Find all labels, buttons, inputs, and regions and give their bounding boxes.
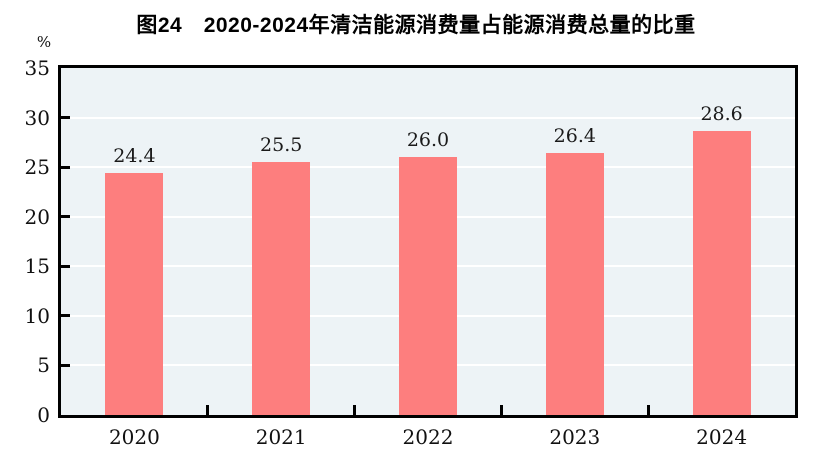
y-axis-tick-label: 30 — [24, 105, 50, 130]
bar-2022 — [399, 157, 457, 415]
bar-2024 — [692, 131, 751, 415]
y-axis-tick-label: 35 — [24, 56, 50, 80]
x-axis-tick-mark — [353, 405, 357, 415]
bar-2023 — [545, 153, 604, 415]
x-axis-tick-mark — [646, 405, 650, 415]
bar-2021 — [252, 162, 311, 415]
y-axis-tick-label: 20 — [24, 204, 50, 229]
y-axis-tick-mark — [61, 165, 70, 169]
y-axis-tick-label: 10 — [24, 303, 50, 328]
bar-value-label: 26.0 — [406, 129, 450, 152]
y-axis-tick-label: 5 — [37, 353, 50, 378]
y-axis-tick-label: 25 — [24, 155, 50, 180]
chart-title: 图24 2020-2024年清洁能源消费量占能源消费总量的比重 — [136, 14, 696, 37]
x-axis-label-2020: 2020 — [108, 425, 160, 449]
bar-value-label: 28.6 — [700, 103, 743, 126]
bar-value-label: 25.5 — [260, 134, 303, 157]
plot-inner: 24.4 25.5 26.0 26.4 28.6 — [61, 68, 795, 415]
y-axis-tick-mark — [61, 363, 70, 367]
y-axis-tick-mark — [61, 314, 70, 318]
bar-value-label: 24.4 — [113, 145, 156, 168]
y-axis-tick-mark — [61, 215, 70, 219]
y-axis-tick-label: 0 — [37, 403, 50, 427]
gridline — [61, 116, 795, 119]
x-axis-label-2023: 2023 — [549, 425, 601, 449]
x-axis-tick-mark — [206, 405, 210, 415]
y-axis-tick-mark — [61, 264, 70, 268]
y-axis-unit-label: % — [36, 33, 52, 51]
x-axis-tick-mark — [499, 405, 503, 415]
y-axis-tick-mark — [61, 116, 70, 120]
bar-value-label: 26.4 — [553, 125, 596, 148]
plot-area: 24.4 25.5 26.0 26.4 28.6 — [58, 65, 798, 418]
x-axis-label-2021: 2021 — [255, 425, 307, 449]
bar-2020 — [105, 173, 164, 415]
x-axis-label-2024: 2024 — [696, 425, 748, 449]
y-axis-tick-label: 15 — [24, 254, 50, 279]
x-axis-label-2022: 2022 — [402, 425, 454, 449]
